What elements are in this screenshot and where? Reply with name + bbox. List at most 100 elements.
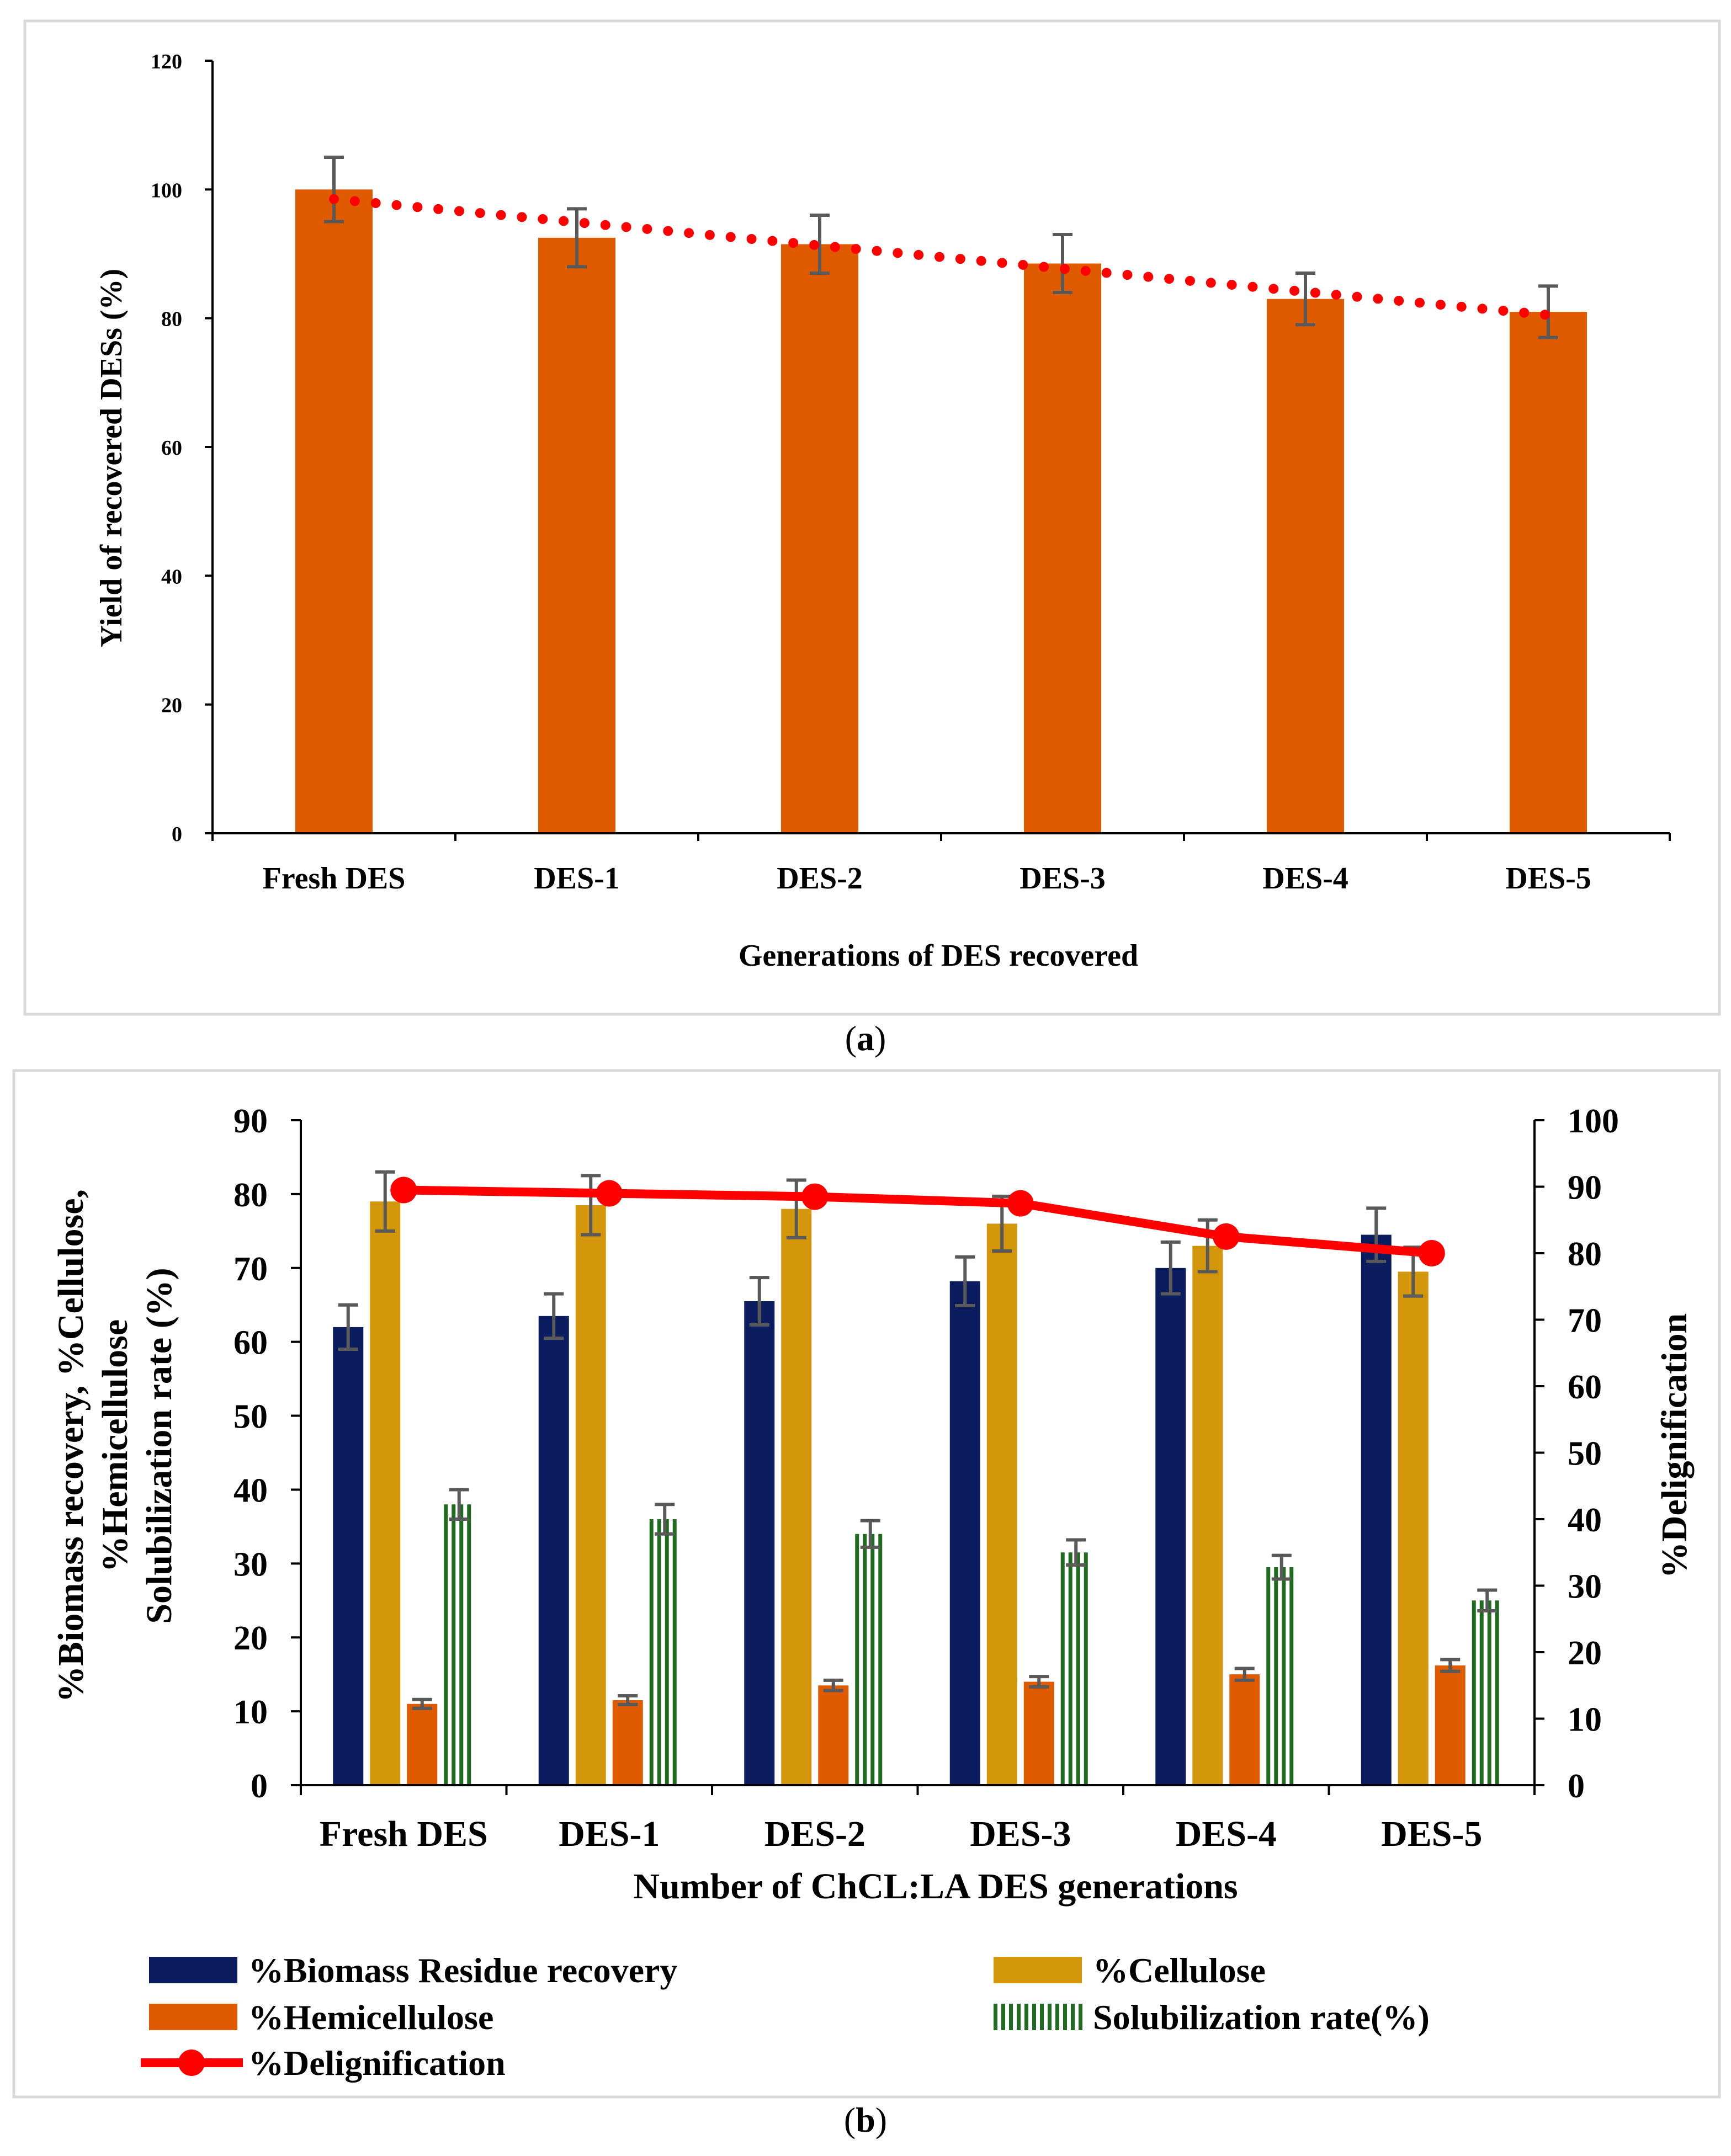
bar-stripe bbox=[1487, 1600, 1491, 1785]
bar-cellulose-fresh-des bbox=[370, 1201, 401, 1785]
point-delignification-des-5 bbox=[1418, 1240, 1445, 1266]
legend-label-hemicellulose: %Hemicellulose bbox=[248, 1998, 493, 2037]
x-tick-label-des-4: DES-4 bbox=[1176, 1814, 1277, 1854]
bar-biomass-residue-recovery-des-1 bbox=[538, 1316, 569, 1785]
y-tick-label-80: 80 bbox=[233, 1177, 268, 1214]
bar-solubilization-rate-des-4 bbox=[1266, 1567, 1294, 1785]
y-tick-label-80: 80 bbox=[161, 308, 182, 331]
bar-stripe bbox=[452, 1504, 456, 1785]
legend-label-solubilization-rate: Solubilization rate(%) bbox=[1093, 1998, 1430, 2037]
x-tick-label-des-3: DES-3 bbox=[1020, 861, 1106, 896]
bar-stripe bbox=[1040, 2004, 1044, 2030]
error-bar-solubilization-rate-des-2 bbox=[860, 1519, 880, 1549]
bar-solubilization-rate-des-5 bbox=[1472, 1600, 1499, 1785]
y-tick-label-20: 20 bbox=[161, 694, 182, 717]
bar-stripe bbox=[1071, 2004, 1075, 2030]
legend-label-cellulose: %Cellulose bbox=[1093, 1951, 1266, 1990]
y-tick-label-20: 20 bbox=[233, 1620, 268, 1657]
error-bar-des-1 bbox=[567, 207, 587, 269]
bar-stripe bbox=[863, 1534, 867, 1785]
bar-hemicellulose-des-4 bbox=[1229, 1674, 1260, 1785]
bar-stripe bbox=[1063, 2004, 1067, 2030]
bar-stripe bbox=[1495, 1600, 1499, 1785]
bar-stripe bbox=[1084, 1552, 1088, 1785]
error-bar-solubilization-rate-des-4 bbox=[1271, 1553, 1292, 1581]
bar-hemicellulose-des-5 bbox=[1435, 1665, 1465, 1785]
legend-item-cellulose: %Cellulose bbox=[994, 1951, 1266, 1990]
y2-tick-label-30: 30 bbox=[1568, 1568, 1602, 1606]
bar-biomass-residue-recovery-des-2 bbox=[744, 1301, 775, 1785]
x-tick-label-des-1: DES-1 bbox=[559, 1814, 660, 1854]
legend-item-solubilization-rate: Solubilization rate(%) bbox=[994, 1998, 1430, 2037]
error-bar-solubilization-rate-des-1 bbox=[655, 1503, 675, 1536]
bar-stripe bbox=[1048, 2004, 1052, 2030]
bar-stripe bbox=[855, 1534, 859, 1785]
y-tick-label-0: 0 bbox=[172, 823, 182, 846]
chart-b-ylabel-line3: Solubilization rate (%) bbox=[139, 1268, 179, 1623]
x-tick-label-des-5: DES-5 bbox=[1381, 1814, 1482, 1854]
bar-cellulose-des-2 bbox=[781, 1209, 812, 1785]
error-bar-biomass-residue-recovery-des-1 bbox=[544, 1292, 564, 1340]
point-delignification-des-1 bbox=[596, 1180, 623, 1207]
chart-b-y2label: %Delignification bbox=[1654, 1313, 1695, 1578]
bar-biomass-residue-recovery-des-5 bbox=[1361, 1234, 1392, 1785]
bar-stripe bbox=[1274, 1567, 1278, 1785]
y2-tick-label-40: 40 bbox=[1568, 1502, 1602, 1539]
chart-a: 0 20 40 60 80 100 120 Fresh DES DES-1 DES-2 DES-3… bbox=[23, 19, 1721, 1016]
caption-b-letter: b bbox=[856, 2100, 875, 2139]
legend-swatch-hemicellulose bbox=[149, 2004, 237, 2030]
bar-stripe bbox=[467, 1504, 471, 1785]
bar-stripe bbox=[1068, 1552, 1072, 1785]
point-delignification-des-2 bbox=[801, 1183, 829, 1210]
y2-tick-label-70: 70 bbox=[1568, 1302, 1602, 1340]
bar-stripe bbox=[444, 1504, 448, 1785]
bar-stripe bbox=[1001, 2004, 1005, 2030]
bar-hemicellulose-des-2 bbox=[818, 1685, 849, 1785]
bar-stripe bbox=[649, 1519, 654, 1785]
bar-stripe bbox=[1266, 1567, 1271, 1785]
bar-hemicellulose-des-1 bbox=[612, 1700, 643, 1785]
error-bar-biomass-residue-recovery-des-3 bbox=[955, 1255, 975, 1308]
bar-hemicellulose-fresh-des bbox=[407, 1703, 438, 1785]
chart-b-ylabel-line2: %Hemicellulose bbox=[95, 1319, 135, 1572]
bar-stripe bbox=[1479, 1600, 1484, 1785]
y-tick-label-0: 0 bbox=[251, 1768, 268, 1805]
y2-tick-label-90: 90 bbox=[1568, 1169, 1602, 1207]
error-bar-solubilization-rate-des-5 bbox=[1477, 1588, 1498, 1613]
chart-b-legend: %Biomass Residue recovery %Cellulose %Hemi… bbox=[141, 1951, 1430, 2083]
legend-swatch-marker bbox=[178, 2049, 205, 2076]
bar-stripe bbox=[870, 1534, 875, 1785]
bar-stripe bbox=[1060, 1552, 1065, 1785]
bar-biomass-residue-recovery-des-3 bbox=[949, 1281, 980, 1785]
bar-des-2 bbox=[781, 244, 858, 833]
bar-cellulose-des-4 bbox=[1192, 1245, 1223, 1785]
bar-stripe bbox=[1079, 2004, 1082, 2030]
bar-stripe bbox=[459, 1504, 464, 1785]
bar-stripe bbox=[1289, 1567, 1294, 1785]
bar-stripe bbox=[657, 1519, 661, 1785]
y-tick-label-120: 120 bbox=[151, 50, 182, 73]
point-delignification-fresh-des bbox=[390, 1177, 417, 1204]
error-bar-hemicellulose-des-4 bbox=[1234, 1667, 1255, 1682]
y2-tick-label-50: 50 bbox=[1568, 1435, 1602, 1473]
x-tick-label-des-2: DES-2 bbox=[777, 861, 863, 896]
bar-hemicellulose-des-3 bbox=[1023, 1681, 1054, 1785]
bar-stripe bbox=[1055, 2004, 1059, 2030]
error-bar-hemicellulose-des-5 bbox=[1440, 1658, 1461, 1673]
error-bar-hemicellulose-des-3 bbox=[1029, 1675, 1049, 1689]
bar-stripe bbox=[994, 2004, 997, 2030]
bar-cellulose-des-3 bbox=[986, 1223, 1017, 1785]
error-bar-cellulose-des-1 bbox=[581, 1174, 601, 1237]
error-bar-solubilization-rate-des-3 bbox=[1066, 1538, 1086, 1567]
bar-stripe bbox=[1472, 1600, 1476, 1785]
error-bar-cellulose-fresh-des bbox=[375, 1170, 395, 1233]
bar-stripe bbox=[1017, 2004, 1021, 2030]
x-tick-label-des-2: DES-2 bbox=[764, 1814, 865, 1854]
error-bar-hemicellulose-des-2 bbox=[823, 1678, 843, 1692]
x-tick-label-fresh-des: Fresh DES bbox=[320, 1814, 488, 1854]
y-tick-label-100: 100 bbox=[151, 179, 182, 202]
bar-des-1 bbox=[538, 237, 615, 833]
chart-b-ylabel: %Biomass recovery, %Cellulose, %Hemicell… bbox=[51, 1189, 179, 1702]
error-bar-cellulose-des-4 bbox=[1197, 1218, 1218, 1274]
